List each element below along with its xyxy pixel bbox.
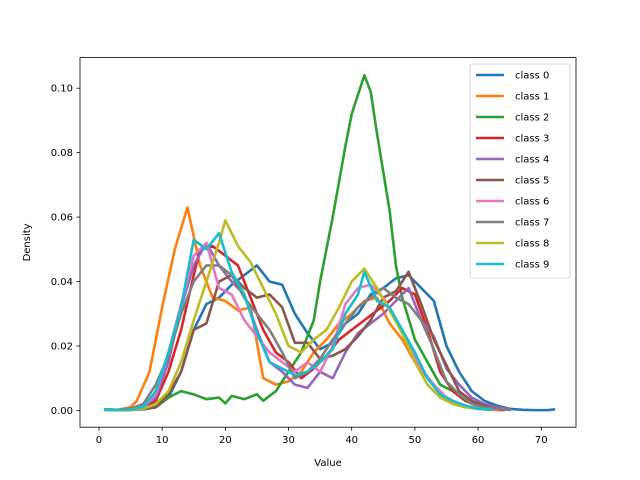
x-tick-label: 0 bbox=[96, 435, 102, 446]
y-axis-ticks: 0.00 0.02 0.04 0.06 0.08 0.10 bbox=[51, 84, 80, 417]
y-tick-label: 0.02 bbox=[51, 341, 73, 352]
legend: class 0 class 1 class 2 class 3 class 4 class… bbox=[469, 63, 571, 279]
series-line-8 bbox=[103, 219, 493, 412]
legend-label-5: class 5 bbox=[515, 176, 549, 187]
legend-label-0: class 0 bbox=[515, 71, 549, 82]
y-tick-label: 0.06 bbox=[51, 213, 73, 224]
legend-label-6: class 6 bbox=[515, 197, 549, 208]
legend-label-2: class 2 bbox=[515, 113, 549, 124]
x-axis-ticks: 0 10 20 30 40 50 60 70 bbox=[96, 427, 548, 446]
y-tick-label: 0.10 bbox=[51, 84, 73, 95]
legend-label-1: class 1 bbox=[515, 92, 549, 103]
series-line-2 bbox=[103, 74, 505, 412]
legend-label-8: class 8 bbox=[515, 239, 549, 250]
x-tick-label: 40 bbox=[345, 435, 358, 446]
plot-lines bbox=[103, 74, 556, 412]
series-line-5 bbox=[103, 270, 512, 412]
x-tick-label: 10 bbox=[156, 435, 169, 446]
y-tick-label: 0.00 bbox=[51, 406, 73, 417]
legend-label-7: class 7 bbox=[515, 218, 549, 229]
x-tick-label: 30 bbox=[282, 435, 295, 446]
y-tick-label: 0.08 bbox=[51, 148, 73, 159]
axes-frame bbox=[79, 57, 577, 428]
y-tick-label: 0.04 bbox=[51, 277, 73, 288]
series-line-9 bbox=[103, 231, 493, 412]
legend-label-4: class 4 bbox=[515, 155, 549, 166]
legend-label-9: class 9 bbox=[515, 260, 549, 271]
x-tick-label: 20 bbox=[219, 435, 232, 446]
x-tick-label: 70 bbox=[535, 435, 548, 446]
x-axis-label: Value bbox=[314, 458, 341, 469]
legend-label-3: class 3 bbox=[515, 134, 549, 145]
y-axis-label: Density bbox=[22, 223, 33, 261]
x-tick-label: 50 bbox=[409, 435, 422, 446]
x-tick-label: 60 bbox=[472, 435, 485, 446]
